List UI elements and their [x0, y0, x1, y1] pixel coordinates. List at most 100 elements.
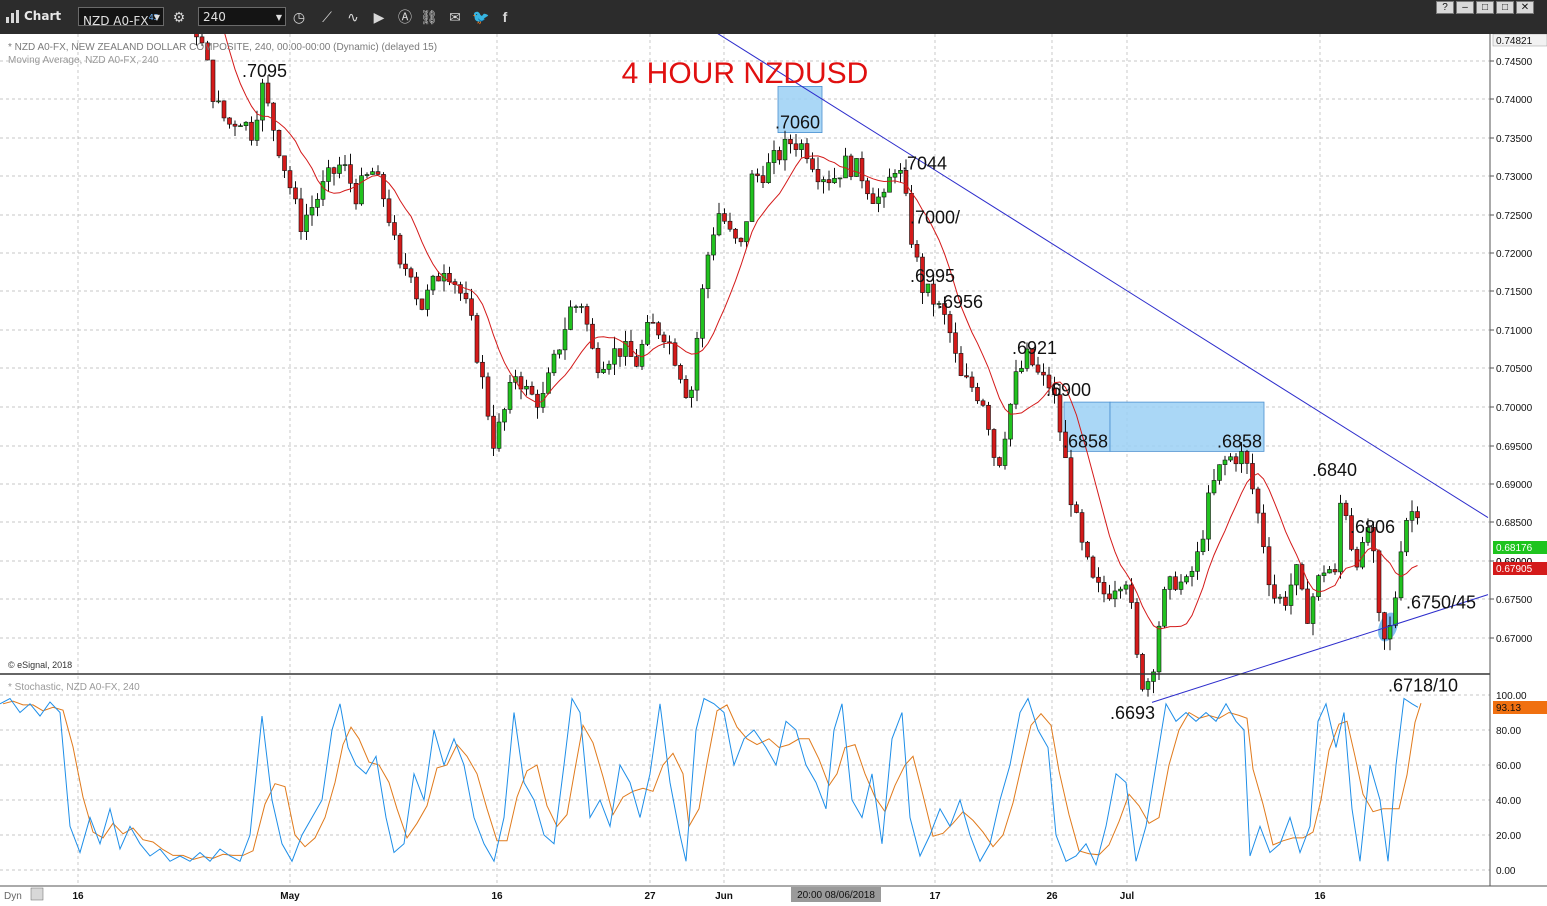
candle-body: [1206, 492, 1211, 540]
candle-body: [958, 353, 964, 376]
symbol-dropdown-icon[interactable]: ▼: [153, 13, 160, 22]
close-button[interactable]: ✕: [1516, 1, 1534, 14]
price-tick-label: 0.67500: [1496, 595, 1533, 606]
interval-text: 240: [203, 10, 226, 24]
moving-average-line: [224, 34, 1418, 630]
candle-body: [271, 102, 276, 131]
candle-body: [606, 363, 612, 370]
candle-body: [678, 365, 683, 380]
dynamic-mode-label[interactable]: Dyn: [4, 891, 22, 902]
candle-body: [1134, 602, 1140, 655]
candle-body: [282, 155, 287, 171]
candle-body: [782, 138, 788, 161]
price-annotation: .6806: [1350, 517, 1395, 537]
candle-body: [1239, 451, 1244, 465]
candle-body: [1398, 551, 1404, 599]
symbol-badge: 45: [148, 13, 159, 22]
candle-body: [243, 121, 249, 126]
time-tick-label: 27: [644, 891, 656, 902]
candle-body: [980, 400, 986, 406]
candle-body: [485, 376, 491, 417]
time-tick-label: 16: [491, 891, 503, 902]
symbol-field[interactable]: NZD A0-FX45 ▼: [78, 7, 164, 28]
twitter-icon[interactable]: 🐦: [472, 9, 490, 25]
esignal-watermark: © eSignal, 2018: [8, 660, 72, 670]
candle-body: [287, 170, 293, 189]
candle-body: [722, 213, 727, 222]
candle-body: [848, 155, 854, 177]
candle-body: [887, 176, 892, 193]
candle-body: [1222, 459, 1228, 465]
price-annotation: .7000/: [910, 207, 960, 227]
candle-body: [348, 164, 353, 184]
candle-body: [964, 375, 969, 378]
price-tick-label: 0.71000: [1496, 326, 1533, 337]
interval-field[interactable]: 240 ▼: [198, 7, 286, 26]
draw-line-icon[interactable]: ⟋: [322, 9, 332, 25]
candle-body: [744, 221, 749, 243]
candle-body: [562, 329, 568, 351]
link-icon[interactable]: ⛓: [420, 9, 438, 25]
candle-body: [733, 228, 738, 239]
price-tick-label: 0.69000: [1496, 480, 1533, 491]
candle-body: [1167, 576, 1173, 590]
alert-icon[interactable]: Ⓐ: [398, 9, 412, 25]
candle-body: [370, 171, 375, 175]
chat-icon[interactable]: ✉: [449, 9, 461, 25]
stochastic-series: [0, 696, 1422, 867]
play-icon[interactable]: ▶: [373, 9, 385, 25]
candle-body: [507, 382, 513, 410]
candle-body: [870, 193, 876, 204]
candle-body: [1360, 542, 1365, 568]
stochastic-legend: * Stochastic, NZD A0-FX, 240: [8, 682, 140, 693]
candle-body: [436, 275, 441, 282]
time-tick-label: 16: [72, 891, 84, 902]
candle-body: [1244, 451, 1250, 464]
candle-body: [480, 361, 485, 378]
chart-title-label: Chart: [24, 9, 62, 23]
interval-dropdown-icon[interactable]: ▼: [275, 13, 282, 22]
candle-body: [320, 181, 326, 200]
price-tick-label: 0.67000: [1496, 634, 1533, 645]
candle-body: [931, 283, 936, 305]
minimize-button[interactable]: –: [1456, 1, 1474, 14]
candle-body: [386, 198, 392, 223]
stochastic-tick-label: 100.00: [1496, 691, 1527, 702]
restore-button[interactable]: □: [1476, 1, 1494, 14]
candle-body: [1272, 584, 1277, 599]
price-tick-label: 0.71500: [1496, 287, 1533, 298]
candle-body: [1030, 348, 1035, 366]
facebook-icon[interactable]: f: [502, 9, 508, 25]
candle-body: [205, 42, 210, 61]
price-tick-label: 0.69500: [1496, 442, 1533, 453]
trendlines: [717, 34, 1489, 703]
candle-body: [1112, 590, 1118, 600]
candle-body: [194, 34, 199, 38]
candle-body: [381, 174, 386, 200]
price-annotation: .6718/10: [1388, 675, 1458, 695]
candle-body: [1211, 480, 1217, 494]
price-annotation: .7095: [242, 61, 287, 81]
lock-icon[interactable]: [30, 887, 44, 901]
zone-label: .6858: [1217, 431, 1262, 451]
candle-body: [1013, 371, 1019, 405]
candle-body: [991, 429, 997, 458]
maximize-button[interactable]: □: [1496, 1, 1514, 14]
time-tick-label: May: [280, 891, 300, 902]
candle-body: [771, 150, 777, 163]
curve-tool-icon[interactable]: ∿: [347, 9, 359, 25]
candle-body: [1266, 546, 1272, 586]
chart-canvas[interactable]: .7060.6858.6858.7395.7372.7345.7273.7236…: [0, 34, 1547, 906]
candle-body: [892, 173, 898, 178]
candle-body: [865, 180, 870, 195]
candle-body: [826, 179, 832, 184]
candle-body: [1228, 456, 1233, 461]
clock-icon[interactable]: ◷: [292, 9, 306, 25]
candle-body: [749, 173, 755, 222]
help-button[interactable]: ?: [1436, 1, 1454, 14]
candle-body: [716, 213, 722, 236]
candle-body: [359, 175, 364, 205]
price-annotation: .6840: [1312, 460, 1357, 480]
interval-settings-icon[interactable]: ⚙: [172, 9, 186, 25]
